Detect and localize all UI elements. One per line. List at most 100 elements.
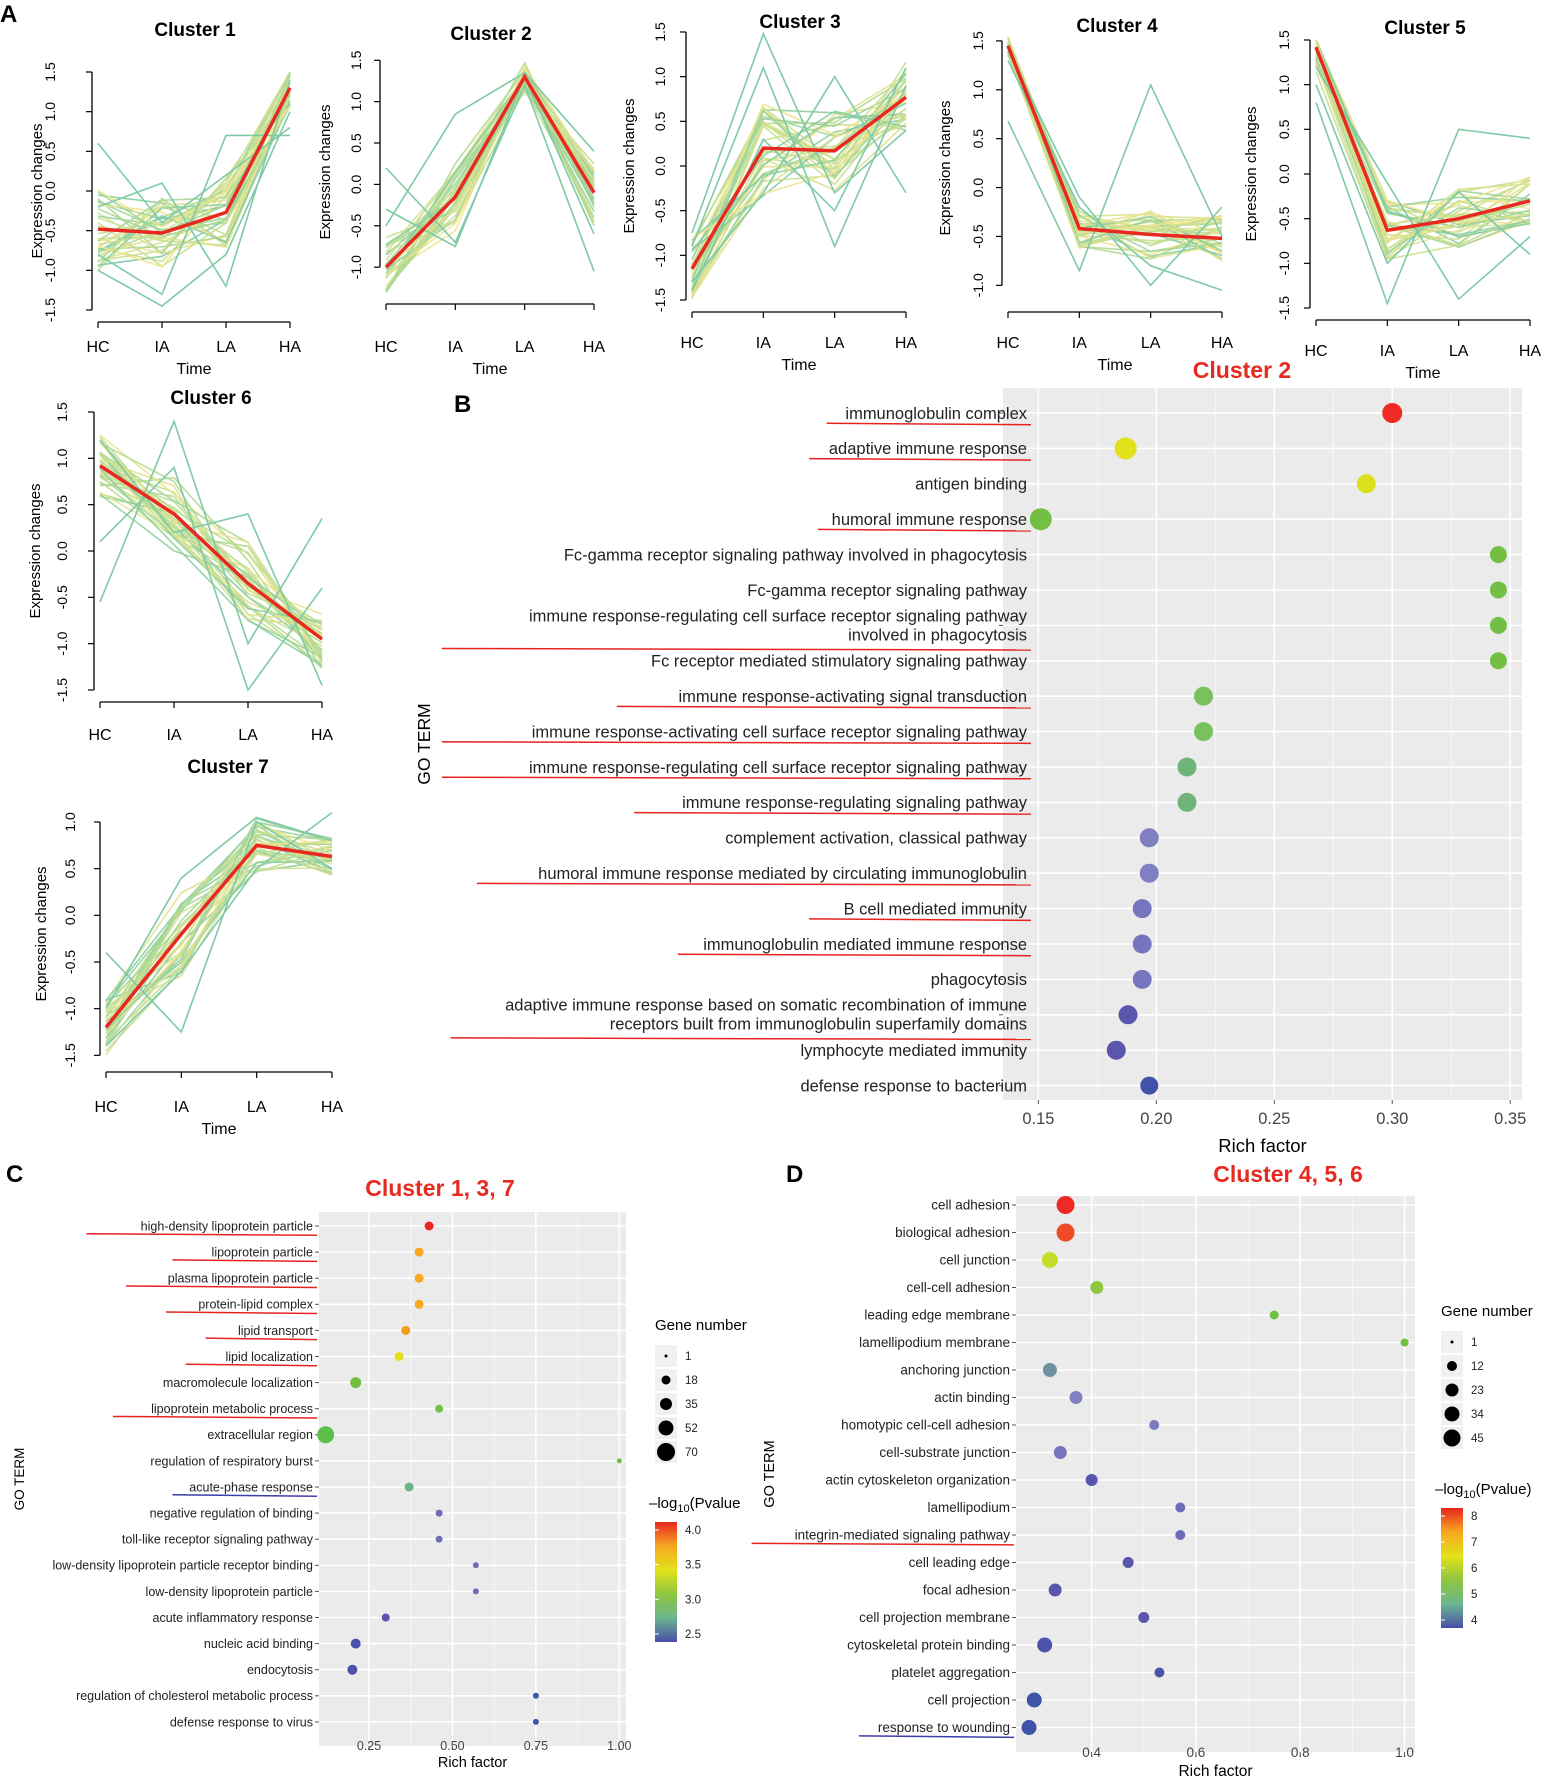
- color-legend-label: 3.0: [685, 1594, 701, 1606]
- x-axis-title: Time: [473, 361, 508, 378]
- x-tick-label: HC: [94, 1099, 117, 1116]
- y-tick-label: -1.0: [652, 243, 668, 267]
- centroid-line: [1006, 45, 1223, 241]
- member-profile-line: [1007, 50, 1223, 237]
- go-term-label: nucleic acid binding: [204, 1637, 313, 1651]
- go-term-label: endocytosis: [247, 1663, 313, 1677]
- go-term-label: cell projection membrane: [859, 1610, 1010, 1625]
- go-term-label: acute-phase response: [189, 1480, 313, 1494]
- y-tick-label: 0.0: [42, 181, 58, 201]
- y-tick-label: 0.5: [42, 141, 58, 161]
- member-profile-line: [99, 471, 323, 647]
- plot-background: [1016, 1196, 1415, 1752]
- go-term-dot: [1069, 1391, 1083, 1404]
- highlight-underline: [450, 1037, 1032, 1041]
- x-axis-title: Time: [177, 361, 212, 378]
- go-term-dot: [1056, 1223, 1075, 1242]
- x-tick-label: HC: [996, 335, 1019, 352]
- member-profile-line: [385, 71, 595, 290]
- chart-title: Cluster 3: [759, 12, 840, 33]
- y-tick-label: -0.5: [1276, 206, 1292, 230]
- chart-title: Cluster 5: [1384, 18, 1466, 39]
- y-axis-title: Expression changes: [33, 866, 50, 1001]
- go-term-dot: [1149, 1420, 1160, 1430]
- go-term-dot: [1021, 1720, 1037, 1735]
- y-tick-label: -1.0: [348, 255, 364, 279]
- highlight-underline: [185, 1363, 318, 1367]
- member-profile-line: [1007, 60, 1223, 291]
- x-tick-label: LA: [515, 339, 535, 356]
- y-tick-label: 0.5: [970, 129, 986, 149]
- color-legend-label: 8: [1471, 1511, 1477, 1523]
- go-term-dot: [435, 1535, 443, 1543]
- member-profile-line: [105, 816, 333, 1010]
- member-profile-line: [105, 849, 333, 1035]
- go-term-dot: [1269, 1310, 1279, 1320]
- go-term-dot: [1177, 792, 1197, 812]
- color-legend-label: 2.5: [685, 1629, 701, 1641]
- go-term-dot: [472, 1562, 479, 1569]
- member-profile-line: [99, 468, 323, 666]
- go-term-dot: [1026, 1692, 1042, 1708]
- member-profile-line: [1315, 65, 1531, 226]
- y-tick-label: 1.0: [970, 80, 986, 100]
- x-tick-label: 0.15: [1022, 1110, 1054, 1128]
- member-profile-line: [99, 466, 323, 692]
- go-term-label: Fc receptor mediated stimulatory signali…: [651, 653, 1028, 671]
- chart-title: Cluster 4, 5, 6: [1213, 1161, 1363, 1187]
- x-tick-label: LA: [1449, 343, 1469, 360]
- go-term-label: cell junction: [939, 1253, 1010, 1268]
- go-term-dot: [1037, 1637, 1053, 1653]
- go-term-dot: [472, 1588, 479, 1595]
- y-tick-label: -1.0: [970, 273, 986, 297]
- go-term-label: Fc-gamma receptor signaling pathway: [747, 582, 1027, 600]
- go-term-label: defense response to virus: [170, 1715, 313, 1729]
- size-legend-dot: [1443, 1429, 1461, 1447]
- x-tick-label: IA: [174, 1099, 189, 1116]
- cluster-3-chart: Cluster 3 -1.5 -1.0 -0.5 0.0 0.5 1.0 1.5 HC IA LA H…: [621, 12, 917, 374]
- member-profile-line: [99, 418, 323, 646]
- x-tick-label: 1.00: [607, 1739, 631, 1753]
- y-axis-title: Expression changes: [317, 104, 334, 239]
- y-axis-title: Expression changes: [27, 483, 44, 618]
- go-term-label: immune response-regulating signaling pat…: [682, 794, 1028, 812]
- panel-b-dotplot: 0.15 0.20 0.25 0.30 0.35 immunoglobulin compl…: [414, 357, 1526, 1156]
- size-legend-label: 45: [1471, 1433, 1484, 1445]
- go-term-label: immune response-regulating cell surface …: [529, 607, 1028, 644]
- go-term-dot: [381, 1613, 390, 1622]
- y-tick-label: 1.0: [62, 812, 78, 832]
- go-term-label: immunoglobulin mediated immune response: [703, 936, 1027, 954]
- x-tick-label: IA: [1380, 343, 1395, 360]
- y-tick-label: -1.5: [62, 1043, 78, 1067]
- member-profile-line: [385, 64, 595, 277]
- y-tick-label: -1.5: [54, 678, 70, 702]
- go-term-label: platelet aggregation: [891, 1665, 1010, 1680]
- chart-title: Cluster 1, 3, 7: [365, 1175, 515, 1201]
- panel-c-dotplot: 0.25 0.50 0.75 1.00 high-density lipoprotein…: [12, 1175, 747, 1771]
- highlight-underline: [476, 882, 1032, 886]
- go-term-dot: [414, 1247, 424, 1257]
- go-term-label: antigen binding: [915, 476, 1027, 494]
- y-axis-title: GO TERM: [12, 1448, 27, 1511]
- member-profile-line: [105, 846, 333, 1042]
- go-term-dot: [1029, 508, 1052, 531]
- size-legend-dot: [658, 1420, 674, 1436]
- highlight-underline: [165, 1311, 318, 1315]
- go-term-dot: [1056, 1196, 1075, 1214]
- member-profile-line: [385, 75, 595, 290]
- go-term-label: immune response-regulating cell surface …: [529, 759, 1028, 777]
- color-legend-label: 4.0: [685, 1525, 701, 1537]
- go-term-label: immune response-activating cell surface …: [532, 723, 1028, 741]
- size-legend-label: 18: [685, 1375, 698, 1387]
- x-tick-label: 0.4: [1082, 1745, 1101, 1760]
- go-term-dot: [1139, 863, 1159, 883]
- y-tick-label: 1.5: [54, 402, 70, 422]
- x-tick-label: 0.25: [357, 1739, 381, 1753]
- go-term-dot: [1132, 899, 1152, 919]
- highlight-underline: [817, 528, 1032, 532]
- x-axis-title: Time: [1406, 365, 1441, 382]
- member-profile-line: [105, 833, 333, 1044]
- go-term-dot: [1489, 546, 1507, 564]
- go-term-label: high-density lipoprotein particle: [141, 1219, 313, 1233]
- centroid-line: [690, 95, 908, 270]
